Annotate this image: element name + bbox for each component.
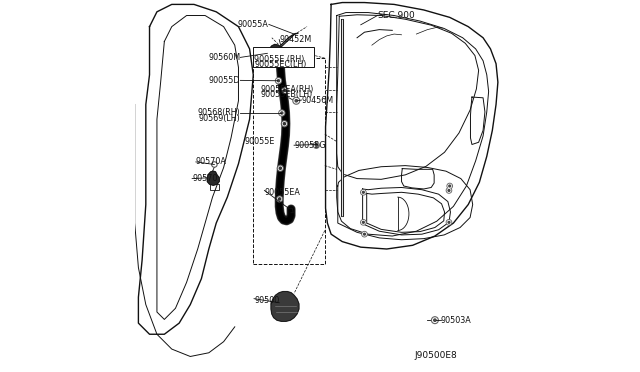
Bar [209,184,219,190]
Polygon shape [271,292,299,321]
Circle shape [433,318,437,322]
Circle shape [212,162,217,167]
Circle shape [276,196,283,202]
Circle shape [447,183,452,189]
Circle shape [447,221,451,224]
Circle shape [278,198,281,200]
Text: J90500E8: J90500E8 [415,351,457,360]
Polygon shape [207,171,219,185]
Text: 90055E: 90055E [244,137,275,146]
Text: 90055EB(LH): 90055EB(LH) [260,90,313,99]
Circle shape [283,89,287,92]
Circle shape [361,220,366,225]
Circle shape [447,189,451,192]
Circle shape [446,188,452,193]
Text: 90456M: 90456M [301,96,333,105]
Circle shape [281,112,283,114]
Circle shape [276,78,282,84]
Circle shape [293,97,300,104]
Circle shape [295,100,298,102]
Circle shape [362,221,365,224]
Circle shape [431,317,438,324]
Text: 90560M: 90560M [208,53,240,62]
Circle shape [283,122,286,126]
Circle shape [449,185,451,187]
Circle shape [362,232,367,237]
Text: 90055EA: 90055EA [264,188,300,197]
Circle shape [278,197,282,201]
Text: 90055EA(RH): 90055EA(RH) [260,85,314,94]
Circle shape [294,99,298,103]
Text: 90503A: 90503A [441,316,472,325]
Text: 90055A: 90055A [238,20,269,29]
Circle shape [279,110,285,116]
Text: 90055E (RH): 90055E (RH) [254,55,305,64]
Circle shape [276,79,280,83]
Circle shape [362,221,364,223]
Circle shape [446,220,452,225]
FancyBboxPatch shape [253,47,314,67]
Circle shape [448,190,450,191]
Text: 90055D: 90055D [209,76,240,85]
Text: 90568(RH): 90568(RH) [198,109,240,118]
Circle shape [316,144,317,146]
Circle shape [448,221,450,223]
Circle shape [363,232,366,236]
Circle shape [280,111,284,115]
Circle shape [284,89,286,92]
Text: 90500: 90500 [254,296,279,305]
Circle shape [282,121,287,127]
Text: SEC.900: SEC.900 [378,11,415,20]
Circle shape [284,123,285,125]
Circle shape [277,165,284,171]
Circle shape [448,184,451,188]
Text: 90569(LH): 90569(LH) [198,114,240,123]
Circle shape [213,163,216,166]
Circle shape [282,87,288,93]
Circle shape [279,167,282,169]
Circle shape [364,233,365,235]
Circle shape [314,142,319,148]
Text: 90055G: 90055G [294,141,326,150]
Text: 90452M: 90452M [279,35,312,44]
Circle shape [362,191,364,193]
Circle shape [278,166,282,170]
Circle shape [361,190,366,195]
Circle shape [362,190,365,194]
Circle shape [278,80,280,82]
Polygon shape [268,44,282,64]
Polygon shape [340,19,343,216]
Text: 90055EC(LH): 90055EC(LH) [254,60,307,69]
Text: 90570A: 90570A [196,157,227,166]
Circle shape [314,143,318,147]
Circle shape [434,319,436,321]
Text: 90570: 90570 [192,174,218,183]
